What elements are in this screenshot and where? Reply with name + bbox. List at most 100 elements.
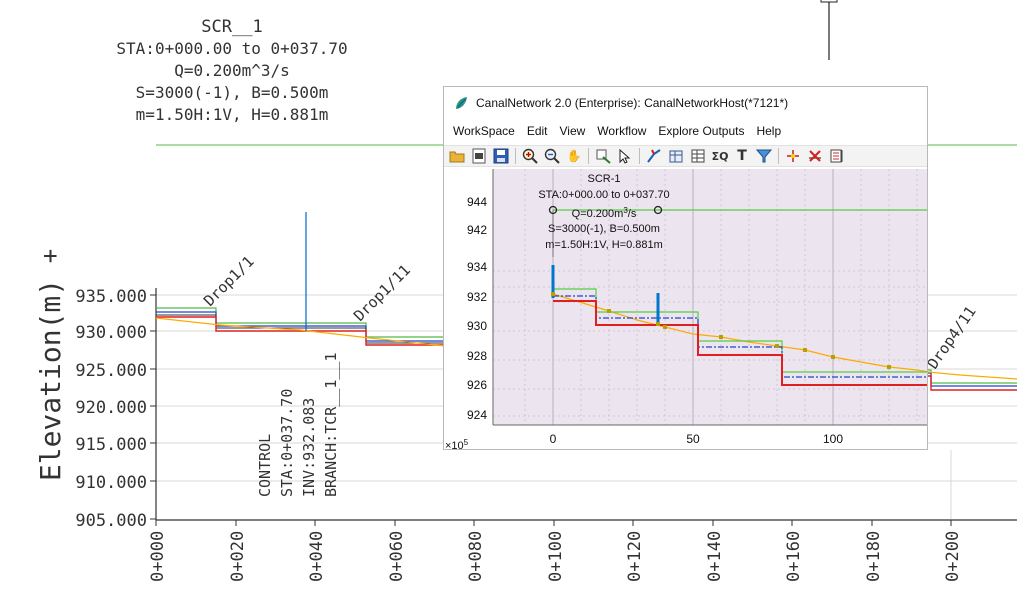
node-delete-icon[interactable] <box>806 147 824 165</box>
sum-icon[interactable]: ΣQ <box>711 149 729 163</box>
plot-data-point <box>656 322 660 326</box>
plot-area-background <box>493 169 927 425</box>
cad-x-tick-label: 0+040 <box>307 531 327 582</box>
plot-data-point <box>607 309 611 313</box>
cad-y-tick-label: 930.000 <box>75 323 147 343</box>
cad-control-sta: STA:0+037.70 <box>278 389 296 497</box>
cad-y-tick-label: 905.000 <box>75 511 147 531</box>
cad-drop-label: Drop1/11 <box>350 261 414 325</box>
cad-x-tick-label: 0+080 <box>466 531 486 582</box>
plot-x-tick-label: 50 <box>686 432 700 446</box>
cad-block-title: SCR__1 <box>201 17 262 37</box>
toolbar-separator <box>515 148 516 164</box>
menu-workspace[interactable]: WorkSpace <box>453 124 515 138</box>
menu-bar: WorkSpace Edit View Workflow Explore Out… <box>444 121 927 141</box>
plot-y-tick-label: 942 <box>467 223 487 237</box>
cad-y-tick-label: 925.000 <box>75 361 147 381</box>
plot-label-mh: m=1.50H:1V, H=0.881m <box>545 239 663 251</box>
plot-label-title: SCR-1 <box>587 173 620 185</box>
plot-y-tick-label: 944 <box>467 195 487 209</box>
cad-y-axis-plus: + <box>36 249 64 263</box>
cad-x-tick-label: 0+200 <box>943 531 963 582</box>
cad-drop-label: Drop1/1 <box>200 252 257 309</box>
cad-control-branch: BRANCH:TCR__1__1 <box>322 353 340 498</box>
cad-x-tick-label: 0+100 <box>546 531 566 582</box>
grid-edit-icon[interactable] <box>667 147 685 165</box>
plot-data-point <box>775 344 779 348</box>
pan-hand-icon[interactable]: ✋ <box>566 149 582 163</box>
open-folder-icon[interactable] <box>448 147 466 165</box>
cad-block-q: Q=0.200m^3/s <box>174 61 290 80</box>
add-node-icon[interactable] <box>594 147 612 165</box>
zoom-in-icon[interactable] <box>521 147 539 165</box>
structure-marker-box <box>820 0 838 3</box>
canalnetwork-window[interactable]: CanalNetwork 2.0 (Enterprise): CanalNetw… <box>443 86 928 450</box>
plot-data-point <box>719 335 723 339</box>
cad-block-sb: S=3000(-1), B=0.500m <box>136 83 329 102</box>
menu-edit[interactable]: Edit <box>526 124 548 138</box>
cad-water-surface-green <box>156 307 445 338</box>
cad-y-tick-label: 935.000 <box>75 287 147 307</box>
plot-y-tick-label: 926 <box>467 378 487 392</box>
menu-help[interactable]: Help <box>756 124 782 138</box>
cad-x-tick-label: 0+120 <box>625 531 645 582</box>
plot-invert-red-line <box>553 300 927 386</box>
cad-y-tick-label: 910.000 <box>75 473 147 493</box>
filter-icon[interactable] <box>755 147 773 165</box>
app-logo-icon <box>454 95 470 111</box>
plot-label-q: Q=0.200m3/s <box>572 206 637 220</box>
print-preview-icon[interactable] <box>470 147 488 165</box>
plot-y-tick-label: 934 <box>467 260 487 274</box>
plot-ground-orange-line <box>552 293 927 373</box>
plot-y-tick-label: 930 <box>467 319 487 333</box>
cad-block-sta: STA:0+000.00 to 0+037.70 <box>116 39 347 58</box>
plot-x-exponent: ×105 <box>445 438 469 450</box>
cad-x-tick-label: 0+180 <box>864 531 884 582</box>
cad-invert-red <box>156 316 445 346</box>
cad-y-ticks <box>150 294 156 520</box>
menu-view[interactable]: View <box>559 124 586 138</box>
cad-control-label: CONTROL <box>256 434 274 497</box>
select-pointer-icon[interactable] <box>616 147 634 165</box>
cad-profile-right-red <box>928 375 1017 391</box>
cad-x-tick-label: 0+020 <box>228 531 248 582</box>
cad-profile-right-orange <box>927 371 1017 380</box>
split-line-icon[interactable] <box>645 147 663 165</box>
zoom-out-icon[interactable] <box>543 147 561 165</box>
cad-profile-right-blue <box>928 372 1017 387</box>
toolbar: ✋ ΣQ T <box>444 145 927 167</box>
save-icon[interactable] <box>492 147 510 165</box>
toolbar-separator <box>588 148 589 164</box>
cad-invert-black <box>156 314 445 344</box>
window-titlebar[interactable]: CanalNetwork 2.0 (Enterprise): CanalNetw… <box>444 87 927 119</box>
cad-ground-orange <box>155 317 446 347</box>
cad-control-inv: INV:932.083 <box>300 398 318 497</box>
toolbar-separator <box>778 148 779 164</box>
plot-label-sb: S=3000(-1), B=0.500m <box>548 223 660 235</box>
toolbar-separator <box>639 148 640 164</box>
cad-y-axis-title: Elevation(m) <box>34 279 67 481</box>
cad-x-tick-label: 0+140 <box>705 531 725 582</box>
menu-explore-outputs[interactable]: Explore Outputs <box>658 124 745 138</box>
plot-x-tick-label: 100 <box>823 432 843 446</box>
cad-x-tick-label: 0+160 <box>784 531 804 582</box>
plot-data-point <box>663 325 667 329</box>
profile-plot[interactable]: 944 942 934 932 930 928 926 924 0 50 100… <box>444 169 928 450</box>
cad-block-mh: m=1.50H:1V, H=0.881m <box>136 105 329 124</box>
cad-profile-right-green <box>928 369 1017 384</box>
plot-data-point <box>803 348 807 352</box>
plot-y-tick-label: 928 <box>467 349 487 363</box>
chart-export-icon[interactable] <box>828 147 846 165</box>
table-icon[interactable] <box>689 147 707 165</box>
menu-workflow[interactable]: Workflow <box>597 124 647 138</box>
plot-y-tick-label: 932 <box>467 290 487 304</box>
plot-data-point <box>887 365 891 369</box>
plot-data-point <box>831 355 835 359</box>
plot-energy-point <box>548 205 558 215</box>
text-tool-icon[interactable]: T <box>737 148 747 164</box>
plot-energy-point <box>653 205 663 215</box>
plot-data-point <box>551 292 555 296</box>
cad-hydraulic-blue <box>156 311 445 342</box>
node-add-icon[interactable] <box>784 147 802 165</box>
